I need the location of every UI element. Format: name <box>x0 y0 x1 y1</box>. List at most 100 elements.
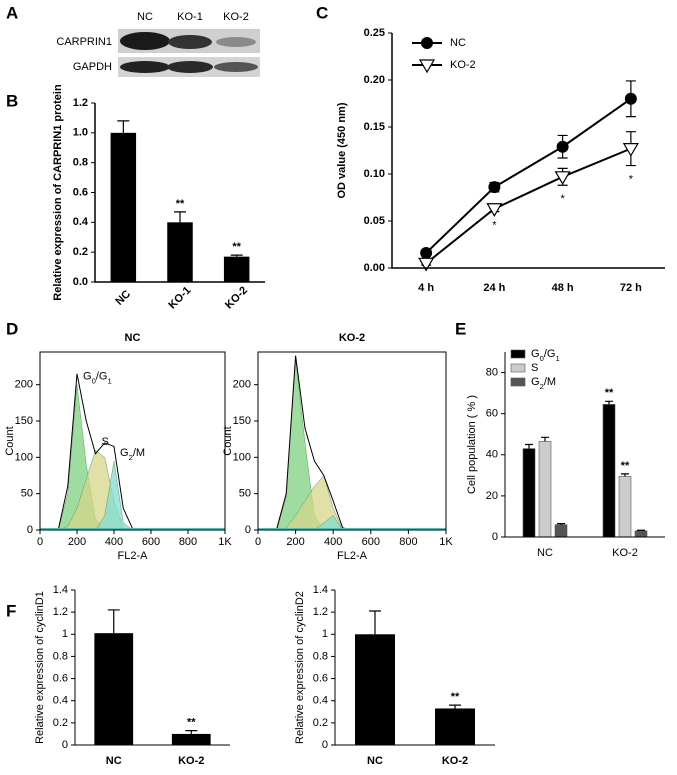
error-bar <box>107 609 120 634</box>
x-axis-label: FL2-A <box>337 550 368 562</box>
y-tick-label: 0.00 <box>364 262 385 274</box>
y-tick-label: 0.2 <box>313 717 328 729</box>
axis-line <box>74 590 230 746</box>
error-bar <box>621 473 629 477</box>
y-axis-label: Relative expression of cyclinD1 <box>34 591 46 744</box>
y-tick-label: 1.2 <box>313 606 328 618</box>
error-bar <box>541 436 549 442</box>
axis-line <box>334 590 495 746</box>
x-tick-label: 4 h <box>418 282 434 294</box>
y-tick-label: 0.20 <box>364 74 385 86</box>
annotation: ** <box>176 198 185 210</box>
y-tick-label: 0.15 <box>364 121 385 133</box>
data-point <box>486 203 503 217</box>
x-tick-label: 48 h <box>552 282 574 294</box>
y-tick-label: 50 <box>239 488 251 500</box>
x-tick-label: 72 h <box>620 282 642 294</box>
y-tick-label: 1.4 <box>53 584 68 596</box>
data-point <box>554 171 571 186</box>
legend-swatch <box>510 349 526 359</box>
y-tick-label: 0 <box>245 524 251 536</box>
y-tick-label: 1.2 <box>73 97 88 109</box>
error-bar <box>557 523 565 525</box>
x-tick-label: NC <box>537 547 553 559</box>
x-tick-label: KO-1 <box>166 284 193 311</box>
x-tick-label: 1K <box>439 536 453 548</box>
axis-line <box>39 351 226 531</box>
data-point <box>556 140 569 153</box>
y-tick-label: 0.4 <box>313 695 328 707</box>
y-tick-label: 0.05 <box>364 215 385 227</box>
y-tick-label: 0.8 <box>73 157 88 169</box>
data-point <box>622 143 639 157</box>
y-axis-label: Count <box>4 426 16 455</box>
x-tick-label: KO-2 <box>178 755 204 767</box>
y-tick-label: 1.2 <box>53 606 68 618</box>
x-tick-label: 24 h <box>483 282 505 294</box>
y-tick-label: 50 <box>21 488 33 500</box>
lane-label: NC <box>137 11 153 23</box>
y-tick-label: 0.6 <box>53 672 68 684</box>
legend-label: NC <box>450 37 466 49</box>
y-tick-label: 200 <box>233 379 251 391</box>
western-blot: NC KO-1 KO-2 CARPRIN1 GAPDH <box>56 11 260 77</box>
y-tick-label: 1.4 <box>313 584 328 596</box>
blot-band <box>167 61 213 73</box>
y-tick-label: 1.0 <box>73 127 88 139</box>
error-bar <box>117 120 130 133</box>
blot-band <box>216 37 256 47</box>
axis-line <box>391 33 665 269</box>
bar <box>602 404 616 538</box>
y-tick-label: 20 <box>486 490 498 502</box>
annotation: * <box>492 220 497 232</box>
y-tick-label: 80 <box>486 366 498 378</box>
y-tick-label: 1 <box>62 628 68 640</box>
bar <box>522 448 536 538</box>
y-axis-label: Relative expression of CARPRIN1 protein <box>52 84 64 301</box>
fit-area <box>258 359 446 531</box>
y-tick-label: 0.4 <box>73 216 89 228</box>
legend-swatch <box>510 363 526 373</box>
bar <box>435 708 475 745</box>
annotation: ** <box>605 387 614 399</box>
legend-swatch <box>510 377 526 387</box>
legend-marker <box>418 59 436 74</box>
series-line <box>425 147 632 265</box>
bar <box>554 524 568 538</box>
phase-label: S <box>102 436 109 448</box>
error-bar <box>230 254 243 257</box>
y-tick-label: 150 <box>233 415 251 427</box>
y-tick-label: 200 <box>15 379 33 391</box>
phase-label: G2/M <box>120 447 145 462</box>
annotation: ** <box>451 691 460 703</box>
annotation: ** <box>187 717 196 729</box>
panel-letter: B <box>6 91 18 110</box>
y-tick-label: 0.6 <box>313 672 328 684</box>
data-point <box>624 92 637 105</box>
y-tick-label: 60 <box>486 408 498 420</box>
error-bar <box>637 529 645 531</box>
bar <box>94 633 134 745</box>
y-axis-label: OD value (450 nm) <box>336 102 348 198</box>
annotation: ** <box>232 241 241 253</box>
y-tick-label: 100 <box>15 451 33 463</box>
y-tick-label: 0.8 <box>53 650 68 662</box>
legend-marker <box>421 37 433 49</box>
error-bar <box>605 400 613 405</box>
y-tick-label: 1 <box>322 628 328 640</box>
x-tick-label: 0 <box>255 536 261 548</box>
x-tick-label: 1K <box>218 536 232 548</box>
lane-label: KO-2 <box>223 11 249 23</box>
blot-band <box>120 61 170 73</box>
x-axis-label: FL2-A <box>118 550 149 562</box>
error-bar <box>369 610 381 635</box>
y-tick-label: 0.2 <box>53 717 68 729</box>
x-tick-label: 800 <box>399 536 417 548</box>
error-bar <box>449 704 461 709</box>
y-tick-label: 0 <box>492 531 498 543</box>
bar <box>110 132 137 282</box>
blot-band <box>168 35 212 49</box>
bar <box>355 634 395 745</box>
x-tick-label: KO-2 <box>612 547 638 559</box>
